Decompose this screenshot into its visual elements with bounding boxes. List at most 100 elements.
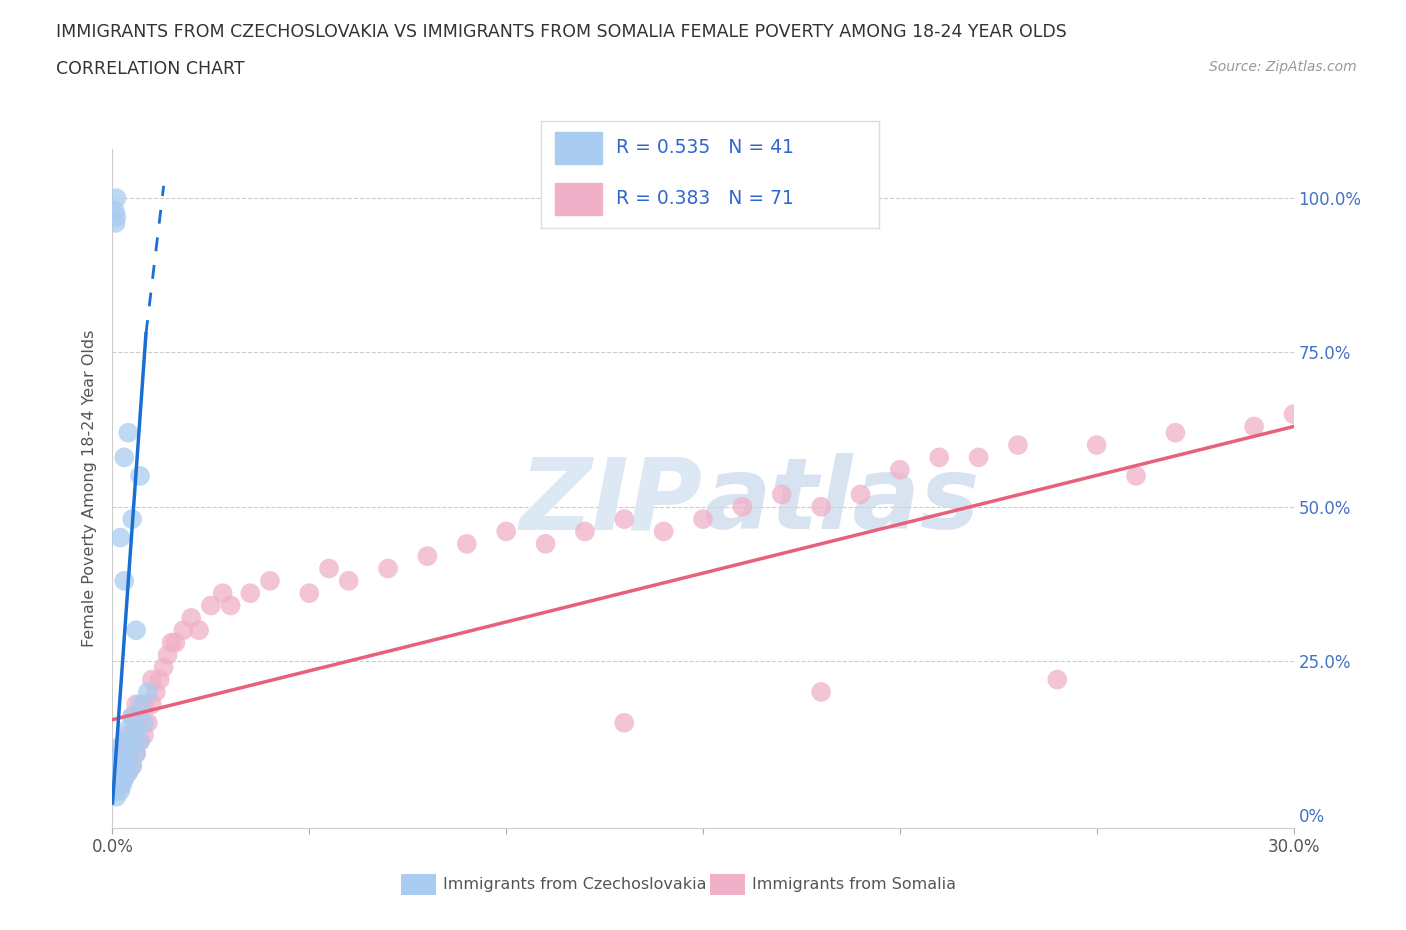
- Point: [239, 586, 262, 601]
- Point: [456, 537, 478, 551]
- Point: [889, 462, 911, 477]
- Point: [121, 759, 143, 774]
- Point: [105, 777, 128, 792]
- Point: [125, 746, 148, 761]
- Point: [105, 790, 128, 804]
- Point: [103, 783, 125, 798]
- Point: [103, 783, 125, 798]
- Text: Source: ZipAtlas.com: Source: ZipAtlas.com: [1209, 60, 1357, 74]
- Point: [495, 524, 517, 538]
- Point: [129, 697, 152, 711]
- Point: [125, 722, 148, 737]
- Point: [125, 746, 148, 761]
- Text: R = 0.535   N = 41: R = 0.535 N = 41: [616, 138, 793, 156]
- Text: atlas: atlas: [703, 453, 980, 551]
- Point: [110, 746, 132, 761]
- Point: [112, 734, 135, 749]
- Point: [1085, 438, 1108, 453]
- Point: [121, 512, 143, 526]
- Point: [117, 746, 139, 761]
- Point: [105, 771, 128, 786]
- Point: [188, 623, 211, 638]
- Point: [112, 574, 135, 589]
- Text: CORRELATION CHART: CORRELATION CHART: [56, 60, 245, 78]
- Point: [104, 203, 127, 218]
- Point: [125, 722, 148, 737]
- Point: [117, 425, 139, 440]
- Point: [928, 450, 950, 465]
- Point: [105, 764, 128, 779]
- Point: [810, 684, 832, 699]
- Point: [132, 715, 155, 730]
- Point: [129, 710, 152, 724]
- Point: [318, 561, 340, 576]
- Point: [377, 561, 399, 576]
- Point: [136, 684, 159, 699]
- Bar: [555, 183, 602, 215]
- Point: [112, 771, 135, 786]
- Point: [731, 499, 754, 514]
- Point: [121, 759, 143, 774]
- Text: Immigrants from Czechoslovakia: Immigrants from Czechoslovakia: [443, 877, 706, 892]
- Point: [112, 450, 135, 465]
- Point: [105, 209, 128, 224]
- Point: [117, 722, 139, 737]
- Point: [849, 487, 872, 502]
- Point: [574, 524, 596, 538]
- Point: [111, 777, 134, 792]
- Point: [156, 647, 179, 662]
- Point: [1007, 438, 1029, 453]
- Point: [112, 752, 135, 767]
- Point: [337, 574, 360, 589]
- Text: Immigrants from Somalia: Immigrants from Somalia: [752, 877, 956, 892]
- Point: [132, 727, 155, 742]
- Point: [121, 734, 143, 749]
- Point: [129, 734, 152, 749]
- Point: [107, 759, 129, 774]
- Point: [110, 759, 132, 774]
- Point: [298, 586, 321, 601]
- Point: [141, 672, 163, 687]
- Point: [200, 598, 222, 613]
- Point: [1164, 425, 1187, 440]
- Point: [132, 697, 155, 711]
- Point: [121, 734, 143, 749]
- Point: [145, 684, 167, 699]
- Point: [136, 715, 159, 730]
- Point: [172, 623, 194, 638]
- Point: [534, 537, 557, 551]
- Point: [104, 777, 127, 792]
- Point: [112, 771, 135, 786]
- Point: [141, 697, 163, 711]
- Point: [117, 764, 139, 779]
- Point: [110, 783, 132, 798]
- Point: [219, 598, 242, 613]
- Point: [105, 783, 128, 798]
- Text: IMMIGRANTS FROM CZECHOSLOVAKIA VS IMMIGRANTS FROM SOMALIA FEMALE POVERTY AMONG 1: IMMIGRANTS FROM CZECHOSLOVAKIA VS IMMIGR…: [56, 23, 1067, 41]
- Point: [129, 469, 152, 484]
- Point: [770, 487, 793, 502]
- Point: [105, 764, 128, 779]
- Point: [125, 623, 148, 638]
- Point: [110, 771, 132, 786]
- Y-axis label: Female Poverty Among 18-24 Year Olds: Female Poverty Among 18-24 Year Olds: [82, 329, 97, 647]
- Point: [105, 191, 128, 206]
- Point: [117, 746, 139, 761]
- Point: [152, 659, 174, 674]
- Point: [117, 727, 139, 742]
- Point: [110, 777, 132, 792]
- Point: [105, 752, 128, 767]
- Point: [613, 715, 636, 730]
- Point: [112, 759, 135, 774]
- Point: [967, 450, 990, 465]
- Point: [613, 512, 636, 526]
- Point: [107, 759, 129, 774]
- Point: [1125, 469, 1147, 484]
- Point: [104, 771, 127, 786]
- Point: [149, 672, 172, 687]
- Point: [1282, 406, 1305, 421]
- Point: [117, 764, 139, 779]
- Point: [110, 530, 132, 545]
- Point: [692, 512, 714, 526]
- Point: [259, 574, 281, 589]
